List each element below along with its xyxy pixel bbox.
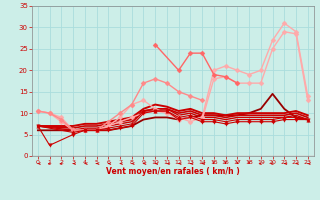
X-axis label: Vent moyen/en rafales ( km/h ): Vent moyen/en rafales ( km/h ) bbox=[106, 167, 240, 176]
